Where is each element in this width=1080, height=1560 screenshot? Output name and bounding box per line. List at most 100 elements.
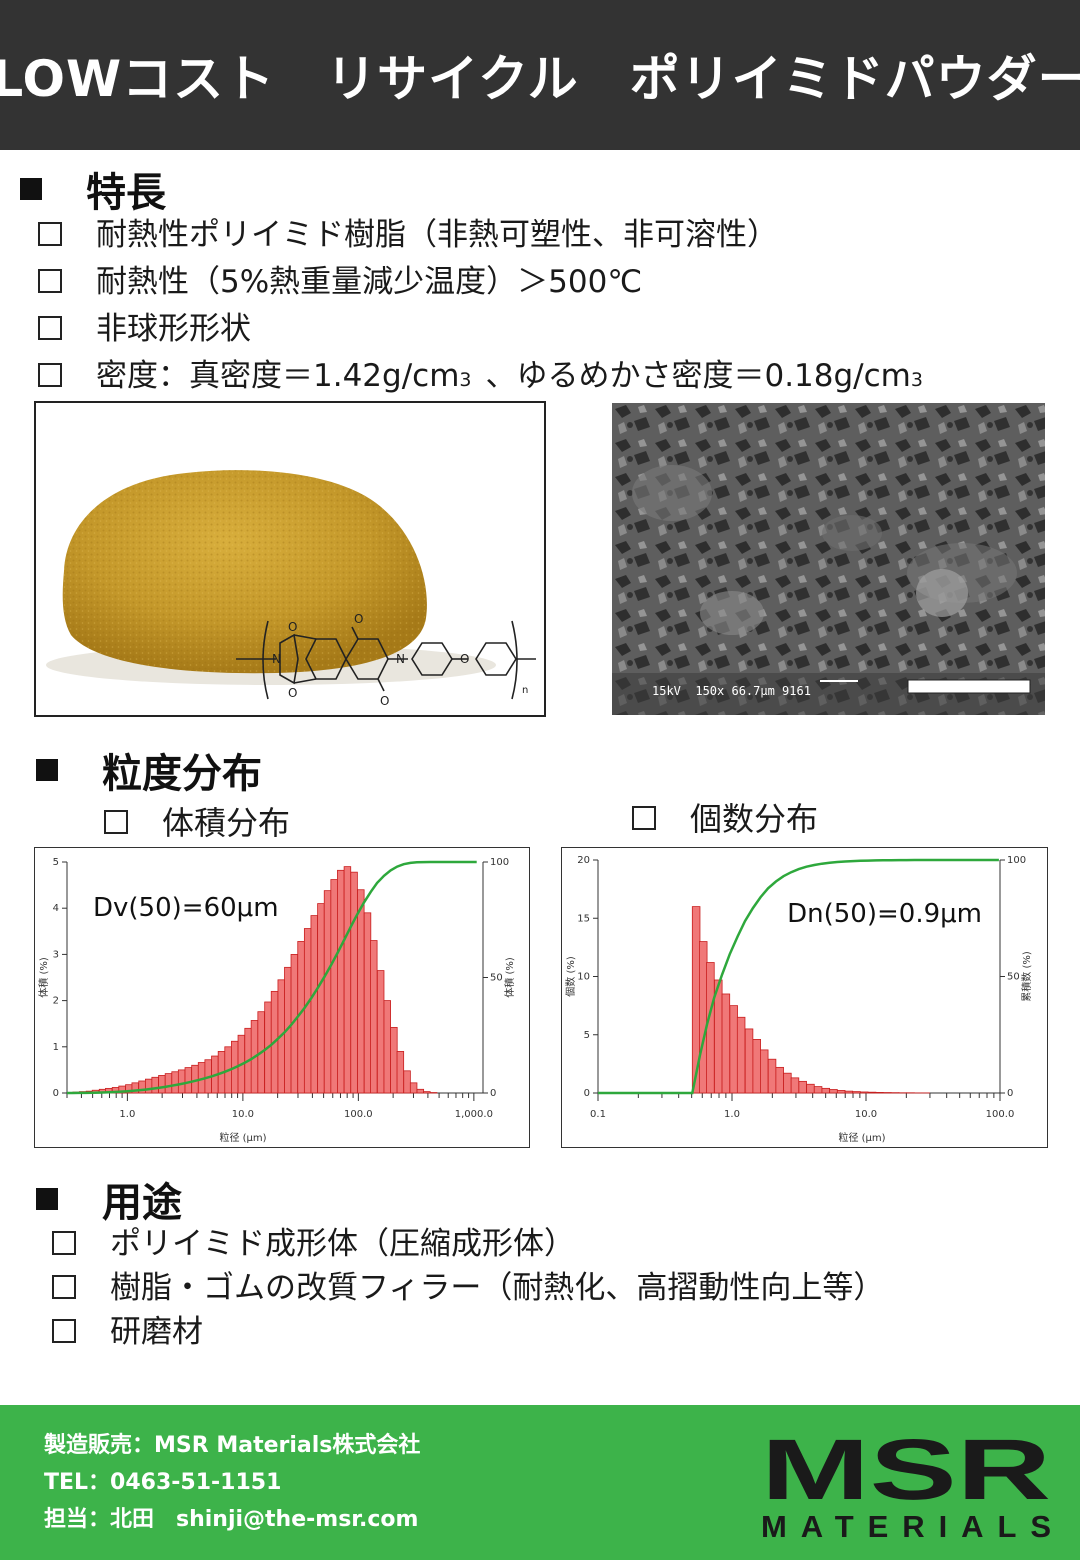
y-tick-label: 15 <box>577 913 590 924</box>
page-header: LOWコスト リサイクル ポリイミドパウダー <box>0 0 1080 150</box>
y2-axis-label: 累積数 (%) <box>1020 951 1033 1002</box>
histogram-bar <box>343 866 352 1094</box>
histogram-bar <box>323 890 332 1094</box>
y-axis-label: 体積 (%) <box>37 957 50 998</box>
histogram-bar <box>151 1076 159 1094</box>
checkbox-icon <box>38 363 62 387</box>
applications-heading-text: 用途 <box>102 1180 182 1226</box>
structure-atom-o: O <box>288 620 297 634</box>
number-distribution-label: 個数分布 <box>632 794 818 840</box>
page-title: LOWコスト リサイクル ポリイミドパウダー <box>0 50 1080 108</box>
applications-heading: 用途 <box>36 1170 182 1228</box>
y-tick-label: 0 <box>584 1088 590 1099</box>
histogram-bar <box>423 1091 431 1094</box>
x-tick-label: 10.0 <box>855 1109 877 1120</box>
checkbox-icon <box>38 316 62 340</box>
footer: 製造販売：MSR Materials株式会社 TEL：0463-51-1151 … <box>0 1405 1080 1560</box>
histogram-bar <box>775 1066 784 1094</box>
checkbox-icon <box>52 1275 76 1299</box>
y2-tick-label: 0 <box>490 1088 496 1099</box>
sem-image-panel: 15kV 150x 66.7μm 9161 <box>612 403 1045 715</box>
checkbox-icon <box>52 1319 76 1343</box>
checkbox-icon <box>38 222 62 246</box>
cumulative-curve <box>67 860 477 1095</box>
y2-tick-label: 50 <box>490 973 503 984</box>
y-tick-label: 10 <box>577 972 590 983</box>
structure-atom-o: O <box>354 612 363 626</box>
y-tick-label: 5 <box>584 1030 590 1041</box>
number-distribution-chart: 0.1 1.0 10.0 100.0 0 5 10 15 20 0 50 100 粒径 (μm) 個数 (… <box>561 847 1048 1148</box>
histogram-bar <box>416 1088 425 1094</box>
powder-photo-panel: N O O O O N O n <box>34 401 546 717</box>
y2-tick-label: 100 <box>1007 855 1026 866</box>
structure-atom-n: N <box>396 652 405 666</box>
median-annotation: Dn(50)=0.9μm <box>787 899 982 929</box>
applications-list: ポリイミド成形体（圧縮成形体） 樹脂・ゴムの改質フィラー（耐熱化、高摺動性向上等… <box>52 1222 884 1354</box>
y-tick-label: 4 <box>53 903 59 914</box>
y2-tick-label: 0 <box>1007 1088 1013 1099</box>
histogram-bar <box>699 941 708 1094</box>
histogram-bar <box>370 940 378 1094</box>
histogram-bar <box>798 1080 807 1094</box>
checkbox-icon <box>38 269 62 293</box>
histogram-bar <box>744 1028 754 1094</box>
histogram-bar <box>164 1073 173 1094</box>
histogram-bar <box>177 1069 186 1094</box>
histogram-bar <box>852 1091 861 1094</box>
structure-atom-o: O <box>380 694 389 708</box>
histogram-bar <box>383 1000 391 1094</box>
application-item: 研磨材 <box>52 1310 884 1354</box>
sem-micrograph: 15kV 150x 66.7μm 9161 <box>612 403 1045 715</box>
square-bullet-icon <box>36 1188 58 1210</box>
polyimide-structure <box>236 620 536 700</box>
histogram-bar <box>357 889 365 1094</box>
checkbox-icon <box>104 810 128 834</box>
histogram-bar <box>859 1091 869 1094</box>
x-tick-label: 1.0 <box>724 1109 740 1120</box>
phone-text: TEL：0463-51-1151 <box>44 1470 282 1495</box>
x-tick-label: 10.0 <box>232 1109 254 1120</box>
volume-distribution-label: 体積分布 <box>104 798 290 844</box>
logo-main: MSR <box>761 1429 1051 1518</box>
y-tick-label: 0 <box>53 1088 59 1099</box>
median-annotation: Dv(50)=60μm <box>93 893 279 923</box>
histogram-bar <box>403 1070 411 1094</box>
x-tick-label: 1.0 <box>119 1109 135 1120</box>
msr-logo: MSR MATERIALS <box>761 1429 1051 1544</box>
histogram-bar <box>867 1091 877 1094</box>
structure-atom-o: O <box>460 652 469 666</box>
histogram-bar <box>376 970 385 1094</box>
y2-tick-label: 100 <box>490 857 509 868</box>
histogram-bar <box>813 1086 823 1094</box>
powder-illustration: N O O O O N O n <box>46 470 536 708</box>
histogram-bar <box>721 993 731 1094</box>
volume-distribution-chart: 1.0 10.0 100.0 1,000.0 0 1 2 3 4 5 0 50 100 粒径 (μm) 体積… <box>34 847 530 1148</box>
application-item: ポリイミド成形体（圧縮成形体） <box>52 1222 884 1266</box>
structure-atom-n: N <box>272 652 281 666</box>
histogram-bar <box>310 915 318 1094</box>
histogram-bar <box>158 1075 166 1094</box>
seller-text: 製造販売：MSR Materials株式会社 <box>44 1433 421 1458</box>
histogram-bar <box>836 1090 846 1094</box>
histogram-bar <box>829 1089 838 1094</box>
square-bullet-icon <box>20 178 42 200</box>
square-bullet-icon <box>36 759 58 781</box>
histogram-bar <box>760 1049 769 1094</box>
contact-person[interactable]: 担当：北田 shinji@the-msr.com <box>44 1507 419 1532</box>
structure-atom-o: O <box>288 686 297 700</box>
features-heading: 特長 <box>20 160 166 218</box>
x-tick-label: 100.0 <box>344 1109 373 1120</box>
checkbox-icon <box>632 806 656 830</box>
y2-axis-label: 体積 (%) <box>503 957 516 998</box>
histogram-bar <box>736 1016 746 1094</box>
cumulative-curve <box>598 858 999 1095</box>
distribution-heading: 粒度分布 <box>36 741 262 799</box>
features-heading-text: 特長 <box>86 170 166 216</box>
sem-scale-bar <box>907 679 1031 694</box>
histogram-bar <box>337 869 345 1094</box>
histogram-bar <box>363 912 372 1094</box>
histogram-bar <box>317 903 325 1094</box>
histogram-bar <box>790 1077 800 1094</box>
histogram-bar <box>875 1092 884 1094</box>
x-tick-label: 0.1 <box>590 1109 606 1120</box>
